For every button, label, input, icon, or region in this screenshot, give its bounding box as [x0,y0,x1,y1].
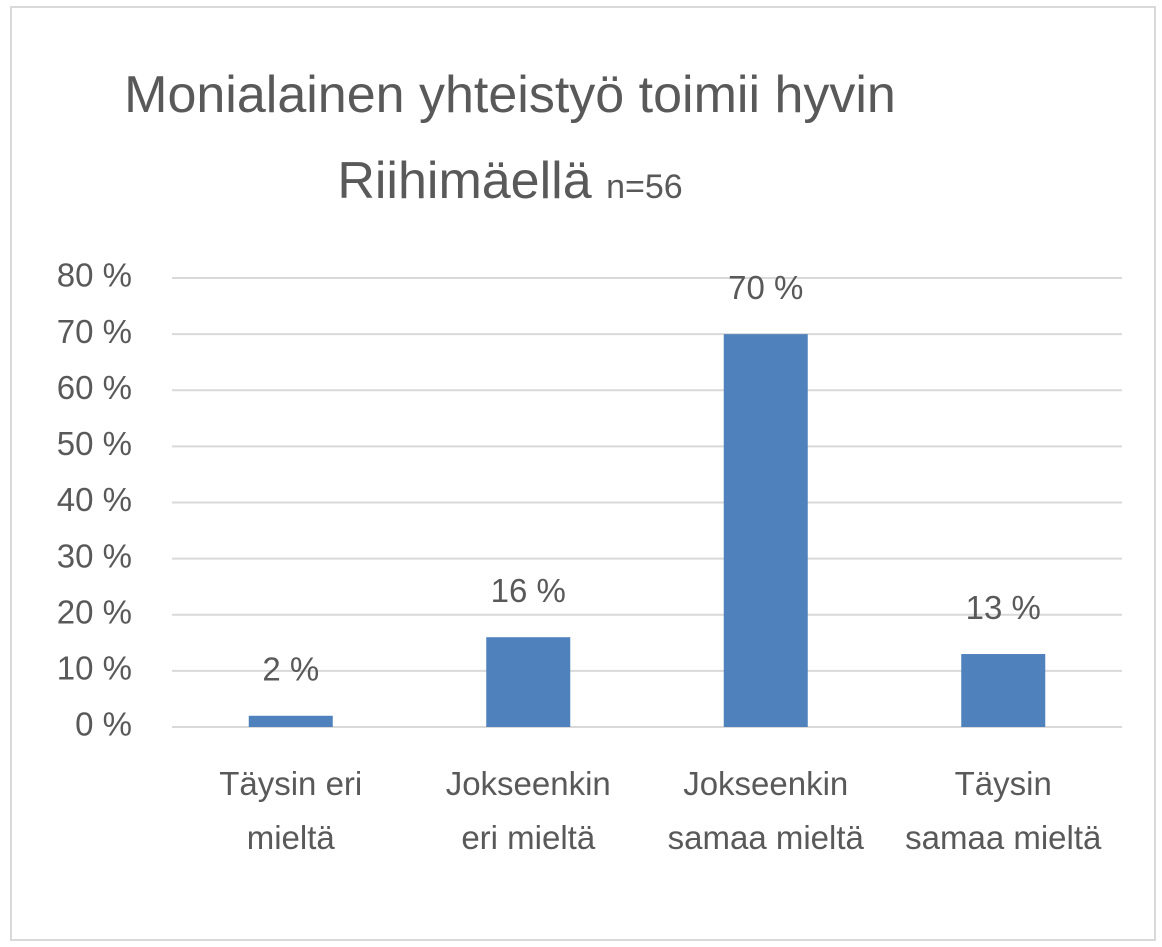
data-label: 16 % [491,572,566,609]
y-tick-label: 50 % [57,425,132,462]
chart-subtitle: n=56 [606,168,683,206]
bar [486,637,571,727]
y-tick-label: 30 % [57,537,132,574]
x-tick-label: Täysin eri mieltä [219,765,363,856]
x-tick-label: Jokseenkin eri mieltä [445,765,611,856]
x-tick-label: Jokseenkin samaa mieltä [667,765,864,856]
bar [961,654,1046,727]
bar [723,334,808,727]
bar [248,715,333,727]
y-tick-label: 0 % [75,706,132,743]
y-tick-label: 10 % [57,650,132,687]
y-tick-label: 60 % [57,369,132,406]
y-tick-label: 20 % [57,593,132,630]
x-tick-label: Täysin samaa mieltä [905,765,1102,856]
chart-title: Monialainen yhteistyö toimii hyvin Riihi… [124,66,896,210]
data-label: 2 % [262,650,319,687]
y-tick-label: 70 % [57,313,132,350]
data-label: 13 % [966,589,1041,626]
y-tick-label: 40 % [57,481,132,518]
y-tick-label: 80 % [57,257,132,294]
chart-frame [10,6,1156,941]
data-label: 70 % [728,269,803,306]
chart-title-block: Monialainen yhteistyö toimii hyvin Riihi… [20,52,1000,230]
